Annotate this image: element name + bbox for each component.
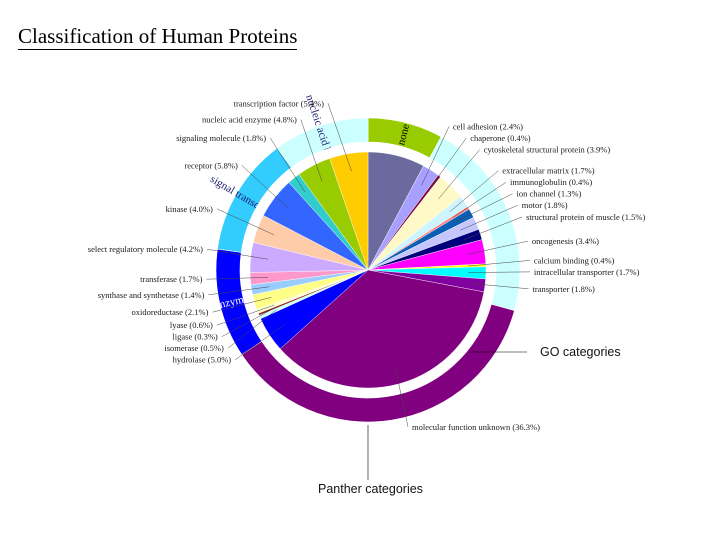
leader-chaperone [428, 138, 467, 191]
leader-lines-layer [206, 103, 530, 427]
leader-cell-adhesion [421, 126, 450, 186]
leader-ion-channel [455, 193, 513, 222]
inner-pie-layer [249, 151, 487, 389]
go-categories-label: GO categories [540, 345, 621, 359]
page-title: Classification of Human Proteins [18, 24, 298, 50]
slice-label-cytoskeletal-structural-protein: cytoskeletal structural protein (3.9%) [484, 145, 611, 155]
slice-label-hydrolase: hydrolase (5.0%) [173, 355, 232, 365]
leader-oxidoreductase [212, 297, 272, 313]
leader-intracellular-transporter [468, 271, 530, 273]
leader-kinase [216, 208, 275, 236]
slice-label-select-regulatory-molecule: select regulatory molecule (4.2%) [88, 244, 203, 254]
leader-transporter [467, 282, 529, 290]
panther-categories-label: Panther categories [318, 482, 423, 496]
leader-ligase [221, 307, 276, 337]
leader-isomerase [227, 309, 277, 349]
slice-label-oxidoreductase: oxidoreductase (2.1%) [131, 307, 208, 317]
slice-label-immunoglobulin: immunoglobulin (0.4%) [510, 177, 592, 187]
leader-structural-protein-of-muscle [463, 216, 523, 240]
leader-receptor [241, 165, 289, 209]
slice-label-synthase-and-synthetase: synthase and synthetase (1.4%) [98, 290, 205, 300]
leader-lyase [216, 304, 275, 326]
slice-label-isomerase: isomerase (0.5%) [164, 343, 224, 353]
slice-label-kinase: kinase (4.0%) [166, 204, 213, 214]
outer-ring-label-none: none [395, 123, 412, 147]
leader-calcium-binding [468, 260, 530, 267]
pie-slice-molecular-function-unknown [279, 269, 485, 389]
slice-label-intracellular-transporter: intracellular transporter (1.7%) [534, 267, 640, 277]
slice-label-transporter: transporter (1.8%) [533, 284, 595, 294]
slice-label-ion-channel: ion channel (1.3%) [516, 189, 581, 199]
leader-transcription-factor [327, 103, 352, 172]
leader-oncogenesis [467, 240, 528, 255]
slice-label-molecular-function-unknown: molecular function unknown (36.3%) [412, 422, 540, 432]
leader-signaling-molecule [269, 137, 306, 193]
slice-label-transcription-factor: transcription factor (5.4%) [234, 98, 325, 108]
slice-label-oncogenesis: oncogenesis (3.4%) [532, 236, 599, 246]
slice-label-signaling-molecule: signaling molecule (1.8%) [176, 133, 266, 143]
slice-labels-layer: cell adhesion (2.4%)chaperone (0.4%) cyto… [88, 98, 646, 432]
leader-nucleic-acid-enzyme [300, 119, 323, 182]
slice-label-lyase: lyase (0.6%) [170, 320, 213, 330]
slice-label-chaperone: chaperone (0.4%) [470, 133, 531, 143]
leader-molecular-function-unknown [394, 366, 409, 427]
leader-select-regulatory-molecule [206, 248, 269, 260]
leader-hydrolase [235, 324, 285, 360]
leader-immunoglobulin [453, 182, 507, 218]
leader-synthase-and-synthetase [208, 286, 270, 296]
leader-transferase [206, 277, 268, 280]
slice-label-motor: motor (1.8%) [522, 200, 568, 210]
pie-slice-transcription-factor [329, 151, 369, 271]
slice-label-cell-adhesion: cell adhesion (2.4%) [453, 122, 523, 132]
slice-label-receptor: receptor (5.8%) [184, 160, 238, 170]
leader-motor [459, 205, 518, 231]
slice-label-ligase: ligase (0.3%) [172, 332, 217, 342]
leader-extracellular-matrix [449, 170, 499, 213]
slice-label-extracellular-matrix: extracellular matrix (1.7%) [502, 166, 594, 176]
slice-label-calcium-binding: calcium binding (0.4%) [534, 255, 615, 265]
slice-label-nucleic-acid-enzyme: nucleic acid enzyme (4.8%) [202, 115, 297, 125]
leader-cytoskeletal-structural-protein [438, 149, 480, 199]
slice-label-structural-protein-of-muscle: structural protein of muscle (1.5%) [526, 212, 645, 222]
slice-label-transferase: transferase (1.7%) [140, 274, 202, 284]
